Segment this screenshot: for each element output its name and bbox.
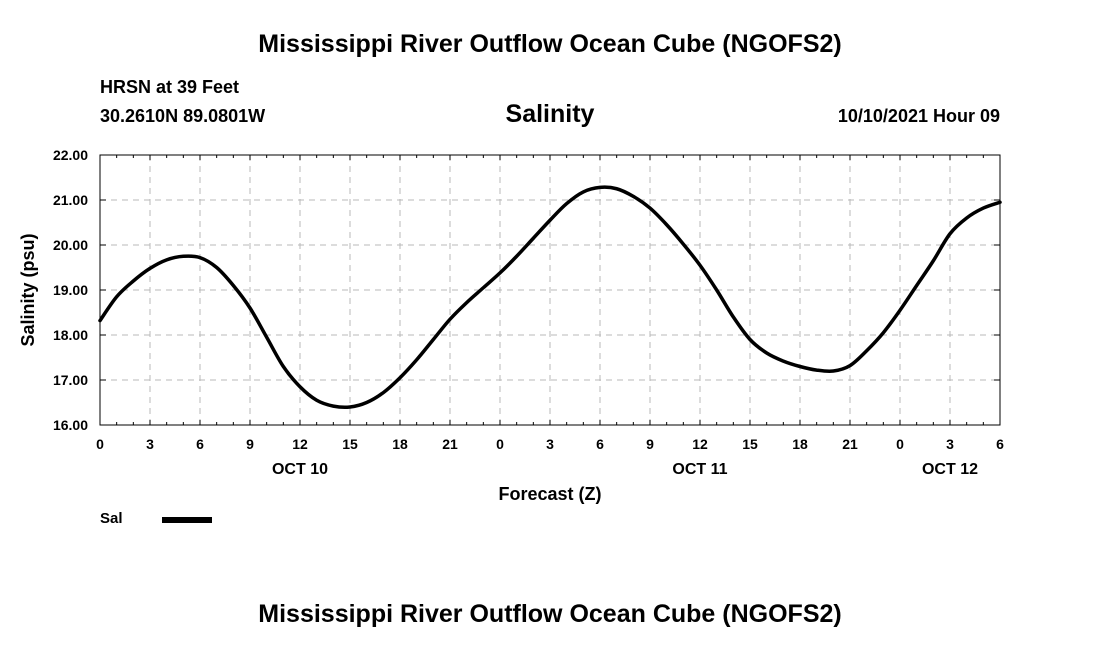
x-tick-label: 3: [546, 436, 554, 452]
x-tick-label: 3: [146, 436, 154, 452]
x-tick-label: 6: [996, 436, 1004, 452]
x-tick-label: 0: [496, 436, 504, 452]
y-axis-label: Salinity (psu): [18, 233, 38, 346]
tick-labels: 0 3 6 9 12 15 18 21 0 3 6 9 12 15 18 21 0 3 6 OCT 10 OCT 11 O…: [53, 147, 1004, 478]
station-coordinates: 30.2610N 89.0801W: [100, 106, 266, 126]
x-tick-label: 6: [196, 436, 204, 452]
legend-line-swatch: [162, 517, 212, 523]
x-tick-label: 12: [292, 436, 308, 452]
x-tick-label: 9: [646, 436, 654, 452]
x-axis-label: Forecast (Z): [498, 484, 601, 504]
series-line-salinity: [98, 185, 1002, 410]
y-tick-label: 21.00: [53, 192, 88, 208]
grid: [100, 155, 1000, 425]
variable-title: Salinity: [505, 100, 595, 128]
date-label: OCT 10: [272, 461, 328, 478]
y-tick-label: 19.00: [53, 282, 88, 298]
x-tick-label: 6: [596, 436, 604, 452]
date-label: OCT 12: [922, 461, 978, 478]
footer-title: Mississippi River Outflow Ocean Cube (NG…: [258, 600, 842, 628]
x-tick-label: 0: [896, 436, 904, 452]
x-tick-label: 18: [792, 436, 808, 452]
x-tick-label: 21: [842, 436, 858, 452]
series-layer: [98, 185, 1002, 410]
date-label: OCT 11: [672, 461, 727, 478]
station-label: HRSN at 39 Feet: [100, 77, 240, 97]
x-tick-label: 15: [742, 436, 758, 452]
x-tick-label: 21: [442, 436, 458, 452]
x-tick-label: 9: [246, 436, 254, 452]
x-tick-label: 15: [342, 436, 358, 452]
legend-label: Sal: [100, 510, 123, 527]
x-tick-label: 18: [392, 436, 408, 452]
forecast-datetime: 10/10/2021 Hour 09: [837, 106, 1000, 126]
x-tick-label: 12: [692, 436, 708, 452]
x-tick-label: 3: [946, 436, 954, 452]
chart-title: Mississippi River Outflow Ocean Cube (NG…: [258, 30, 842, 58]
y-tick-label: 22.00: [53, 147, 88, 163]
x-tick-label: 0: [96, 436, 104, 452]
y-tick-label: 18.00: [53, 327, 88, 343]
axis-ticks: [99, 154, 1001, 426]
y-tick-label: 20.00: [53, 237, 88, 253]
y-tick-label: 17.00: [53, 372, 88, 388]
y-tick-label: 16.00: [53, 417, 88, 433]
